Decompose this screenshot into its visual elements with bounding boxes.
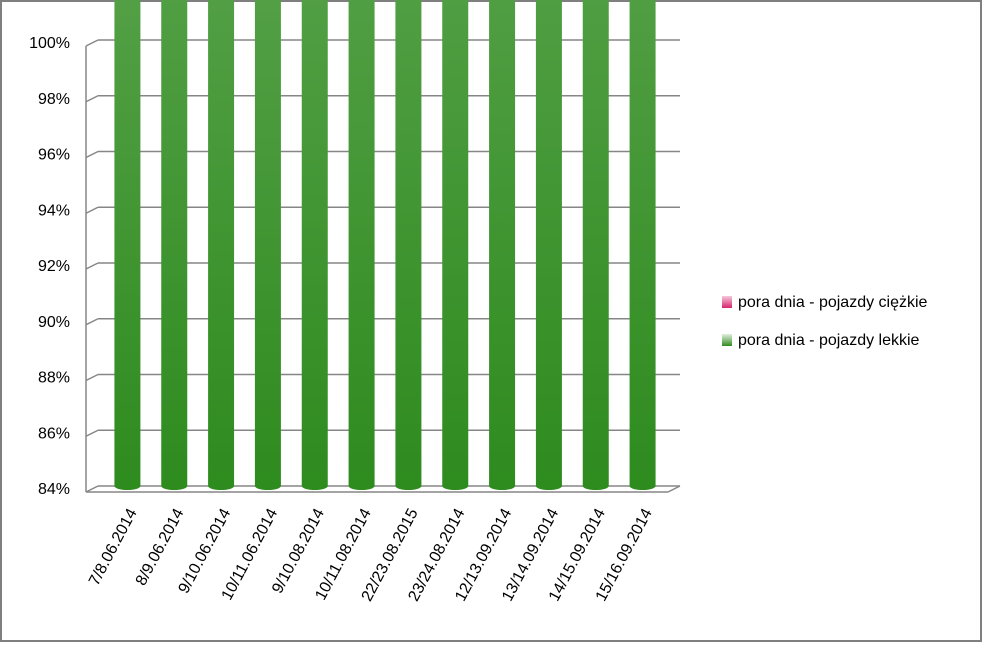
legend-label: pora dnia - pojazdy ciężkie [738,294,928,311]
y-tick-label: 88% [38,370,70,387]
grid-depth [85,39,99,47]
y-tick-label: 98% [38,91,70,108]
grid-depth [85,95,99,103]
grid-depth [85,262,99,270]
y-tick-label: 94% [38,202,70,219]
grid-depth [85,318,99,326]
legend-swatch [722,296,732,308]
legend-label: pora dnia - pojazdy lekkie [738,332,920,349]
legend-swatch [722,334,732,346]
bar-segment [208,0,235,490]
y-tick-label: 100% [29,35,70,52]
floor-edge [667,485,681,493]
bar-segment [535,0,562,490]
bar-segment [254,0,281,490]
grid-depth [85,373,99,382]
bar-segment [395,0,422,490]
bar-segment [301,0,328,490]
y-tick-label: 84% [38,481,70,498]
y-tick-label: 92% [38,258,70,275]
y-tick-label: 96% [38,147,70,164]
y-tick-label: 90% [38,314,70,331]
grid-depth [85,429,99,437]
bar-segment [629,0,656,490]
grid-depth [85,150,99,159]
bar-segment [582,0,609,490]
bar-segment [348,0,375,490]
y-tick-label: 86% [38,425,70,442]
bar-segment [114,0,141,490]
grid-depth [85,206,99,214]
bar-segment [442,0,469,490]
bar-segment [161,0,188,490]
grid-depth [85,485,99,493]
bar-segment [489,0,516,490]
